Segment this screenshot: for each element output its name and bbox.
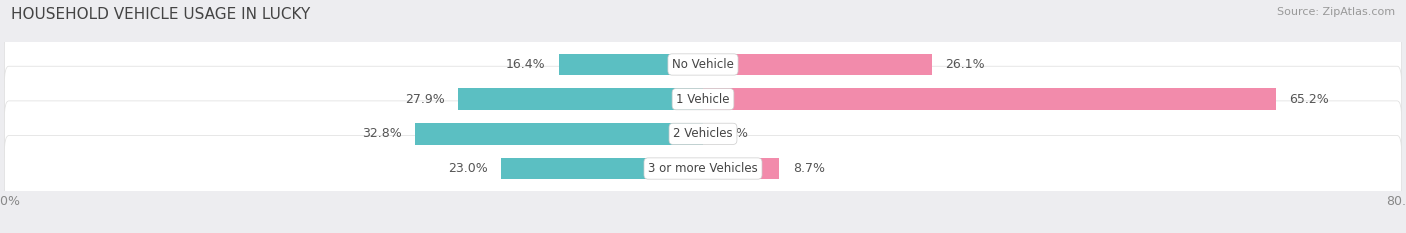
FancyBboxPatch shape xyxy=(4,66,1402,132)
Text: 1 Vehicle: 1 Vehicle xyxy=(676,93,730,106)
Bar xyxy=(703,88,1277,110)
Bar xyxy=(501,158,703,179)
Text: Source: ZipAtlas.com: Source: ZipAtlas.com xyxy=(1277,7,1395,17)
Text: 27.9%: 27.9% xyxy=(405,93,444,106)
Text: 23.0%: 23.0% xyxy=(449,162,488,175)
Text: HOUSEHOLD VEHICLE USAGE IN LUCKY: HOUSEHOLD VEHICLE USAGE IN LUCKY xyxy=(11,7,311,22)
Text: 26.1%: 26.1% xyxy=(945,58,986,71)
FancyBboxPatch shape xyxy=(4,101,1402,167)
Text: 0.0%: 0.0% xyxy=(716,127,748,140)
Bar xyxy=(415,123,703,145)
Bar xyxy=(703,54,932,75)
Text: 8.7%: 8.7% xyxy=(793,162,825,175)
Bar xyxy=(458,88,703,110)
Text: 2 Vehicles: 2 Vehicles xyxy=(673,127,733,140)
Text: 32.8%: 32.8% xyxy=(361,127,402,140)
Text: 3 or more Vehicles: 3 or more Vehicles xyxy=(648,162,758,175)
Text: No Vehicle: No Vehicle xyxy=(672,58,734,71)
FancyBboxPatch shape xyxy=(4,31,1402,97)
Bar xyxy=(703,158,779,179)
Text: 65.2%: 65.2% xyxy=(1289,93,1329,106)
FancyBboxPatch shape xyxy=(4,136,1402,202)
Bar xyxy=(560,54,703,75)
Text: 16.4%: 16.4% xyxy=(506,58,546,71)
